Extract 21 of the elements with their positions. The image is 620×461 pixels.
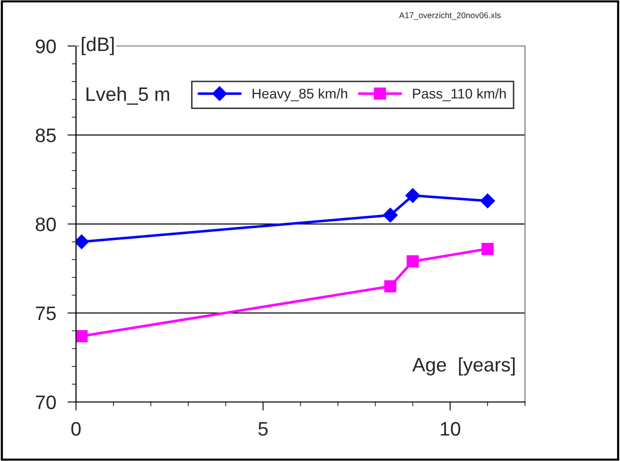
point — [480, 193, 495, 208]
x-tick-label: 10 — [440, 422, 460, 436]
y-tick-label: 90 — [36, 39, 56, 54]
legend-label: Heavy_85 km/h — [252, 88, 348, 102]
point — [482, 242, 494, 255]
y-tick-label: 70 — [36, 395, 56, 410]
point — [382, 208, 398, 222]
x-axis-title: Age [years] — [412, 357, 515, 376]
annotation: Lveh_5 m — [86, 86, 170, 105]
y-tick-label: 85 — [36, 128, 56, 142]
y-tick-label: 80 — [36, 217, 56, 232]
x-tick-label: 0 — [71, 422, 81, 436]
text: A17_overzicht_20nov06.xls — [399, 12, 501, 20]
y-tick-label: 75 — [36, 306, 56, 320]
y-axis-title: [dB] — [82, 36, 114, 56]
point — [384, 280, 396, 292]
x-tick-label: 5 — [258, 422, 268, 436]
point — [76, 330, 88, 342]
point — [406, 255, 419, 268]
legend-label: Pass_110 km/h — [413, 88, 506, 102]
point — [405, 188, 420, 203]
